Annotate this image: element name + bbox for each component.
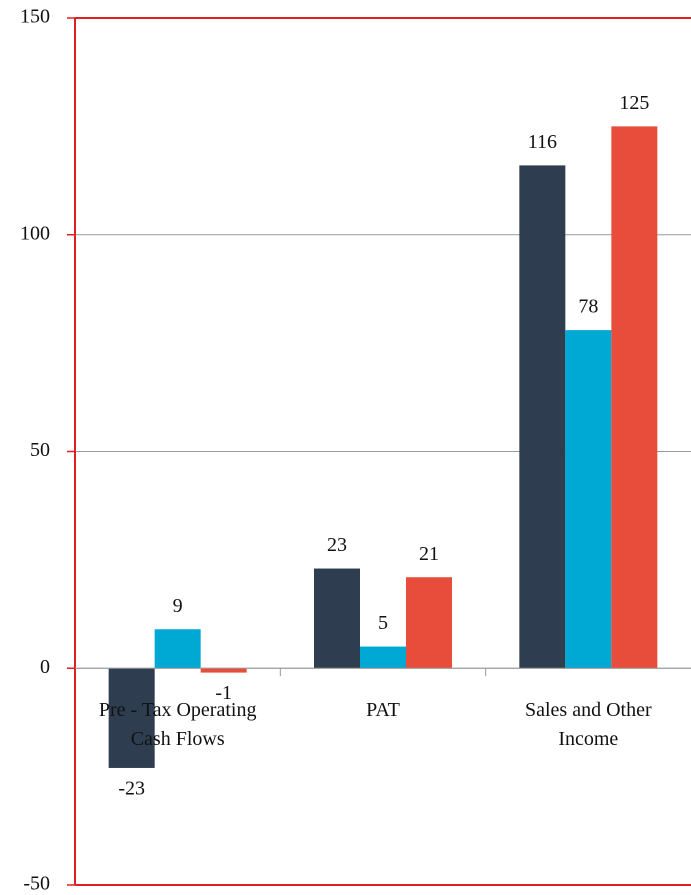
data-label: 5 [378,612,388,634]
data-label: 21 [419,543,439,565]
bar [611,126,658,669]
bar [314,568,360,669]
x-tick-label: PAT [366,699,400,722]
y-tick-label: 100 [20,222,50,244]
y-tick-label: 150 [20,6,50,28]
bar [200,668,247,673]
data-label: 125 [619,92,649,114]
bar [154,629,201,669]
bar [406,577,452,669]
data-label: 116 [528,131,557,153]
bar [108,668,155,768]
data-label: -23 [118,778,145,800]
x-tick-label: Sales and Other Income [525,699,652,751]
y-tick-label: 0 [40,656,50,678]
bar [519,165,566,669]
bar [360,646,406,669]
x-tick-label: Pre - Tax Operating Cash Flows [98,699,257,751]
data-label: 78 [578,296,598,318]
y-tick-label: -50 [23,873,50,895]
data-label: 23 [327,534,347,556]
data-label: -1 [215,682,232,704]
bar [565,330,612,669]
y-tick-label: 50 [30,439,50,461]
data-label: 9 [173,595,183,617]
